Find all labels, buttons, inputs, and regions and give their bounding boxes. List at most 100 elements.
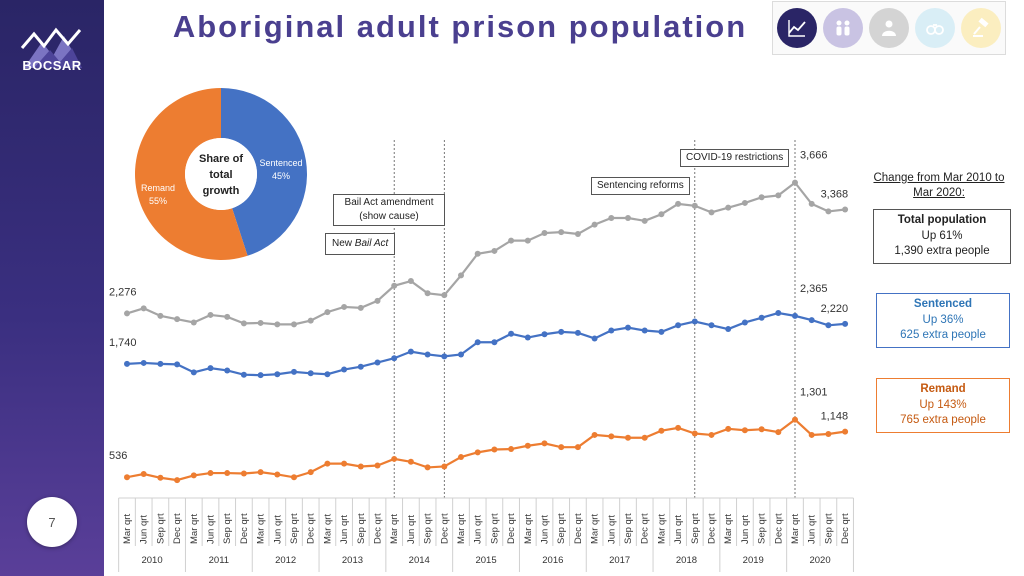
x-tick-label: Dec qrt (573, 513, 584, 544)
donut-label-sentenced: Sentenced (259, 158, 302, 168)
x-tick-label: Dec qrt (773, 513, 784, 544)
data-point-sentenced (541, 331, 548, 338)
change-label-line-1: Change from Mar 2010 to (873, 172, 1005, 184)
data-point-sentenced (524, 334, 531, 341)
x-tick-label: Mar qrt (523, 514, 534, 544)
donut-slice-remand (134, 88, 248, 260)
data-point-remand (240, 470, 247, 477)
x-tick-label: Mar qrt (189, 514, 200, 544)
x-tick-label: Sep qrt (155, 513, 166, 544)
x-tick-label: Sep qrt (690, 513, 701, 544)
data-point-total (574, 231, 581, 237)
people-nav-button[interactable] (823, 8, 863, 48)
x-tick-label: Mar qrt (256, 514, 267, 544)
sidebar: BOCSAR 7 (0, 0, 104, 576)
data-point-remand (124, 474, 130, 481)
line-chart-nav-button[interactable] (777, 8, 817, 48)
data-point-remand (775, 429, 782, 436)
data-point-total (124, 310, 130, 317)
data-point-total (741, 199, 748, 206)
data-point-sentenced (458, 351, 464, 358)
data-point-total (508, 237, 515, 244)
gavel-icon (973, 17, 989, 37)
data-point-total (725, 204, 732, 211)
data-point-sentenced (174, 361, 181, 368)
change-label-line-2: Mar 2020: (913, 187, 965, 199)
new-bail-act-annotation: New Bail Act (325, 233, 396, 255)
page-number-button[interactable]: 7 (27, 497, 77, 547)
data-point-sentenced (574, 329, 581, 336)
x-tick-label: Dec qrt (707, 513, 718, 544)
data-point-remand (675, 424, 682, 431)
series-line-total (126, 181, 846, 326)
data-point-total (591, 221, 598, 228)
handcuffs-icon (926, 24, 944, 35)
data-point-sentenced (808, 317, 815, 324)
covid-annotation: COVID-19 restrictions (680, 149, 790, 167)
x-tick-label: Sep qrt (356, 513, 367, 544)
x-tick-label: Mar qrt (389, 514, 400, 544)
x-tick-label: Dec qrt (172, 513, 183, 544)
handcuffs-nav-button[interactable] (915, 8, 955, 48)
total-summary-box: Total population Up 61% 1,390 extra peop… (873, 209, 1011, 264)
x-tick-label: Sep qrt (823, 513, 834, 544)
year-label-2016: 2016 (542, 555, 563, 566)
donut-center-line-2: total (209, 169, 232, 181)
data-point-remand (591, 431, 598, 438)
data-point-total (274, 321, 281, 328)
data-point-sentenced (257, 372, 264, 379)
sentenced-summary-line2: 625 extra people (900, 329, 986, 341)
x-tick-label: Jun qrt (406, 515, 417, 544)
data-point-total (357, 304, 364, 311)
data-point-sentenced (775, 310, 782, 317)
data-point-sentenced (140, 359, 147, 366)
data-point-sentenced (792, 312, 798, 319)
person-badge-nav-button[interactable] (869, 8, 909, 48)
x-tick-label: Mar qrt (723, 514, 734, 544)
data-point-remand (658, 427, 665, 434)
year-label-2013: 2013 (342, 555, 363, 566)
donut-center-line-1: Share of (199, 153, 243, 165)
new-bail-prefix: New (332, 238, 355, 249)
data-point-remand (424, 464, 431, 471)
data-point-sentenced (274, 371, 281, 378)
data-point-total (608, 215, 615, 221)
x-tick-label: Mar qrt (656, 514, 667, 544)
data-label-total: 3,666 (800, 150, 828, 162)
data-point-total (424, 290, 431, 297)
year-label-2015: 2015 (475, 555, 496, 566)
x-tick-label: Mar qrt (456, 514, 467, 544)
year-label-2012: 2012 (275, 555, 296, 566)
x-tick-label: Sep qrt (757, 513, 768, 544)
bocsar-logo-icon (20, 27, 82, 68)
data-point-total (391, 282, 398, 289)
year-label-2019: 2019 (743, 555, 764, 566)
data-point-remand (641, 434, 648, 441)
data-point-remand (174, 477, 181, 484)
gavel-nav-button[interactable] (961, 8, 1001, 48)
data-point-remand (140, 471, 147, 477)
data-point-sentenced (625, 324, 631, 331)
data-label-remand: 1,301 (800, 387, 828, 399)
x-tick-label: Dec qrt (306, 513, 317, 544)
donut-hole (185, 138, 257, 210)
data-point-remand (524, 442, 531, 449)
data-point-remand (341, 460, 348, 467)
data-point-sentenced (240, 371, 247, 378)
data-point-total (524, 237, 531, 244)
x-tick-label: Dec qrt (239, 513, 250, 544)
data-point-remand (441, 463, 448, 470)
data-point-total (491, 247, 498, 254)
data-point-sentenced (741, 319, 748, 326)
data-label-remand: 536 (109, 450, 127, 462)
year-label-2014: 2014 (409, 555, 430, 566)
data-label-remand: 1,148 (821, 411, 849, 423)
series-line-sentenced (126, 311, 846, 377)
sentenced-summary-title: Sentenced (913, 298, 973, 310)
x-tick-label: Sep qrt (556, 513, 567, 544)
data-point-remand (190, 472, 197, 479)
year-label-2017: 2017 (609, 555, 630, 566)
data-point-total (190, 319, 197, 326)
data-point-sentenced (407, 348, 414, 355)
data-point-total (407, 278, 414, 285)
